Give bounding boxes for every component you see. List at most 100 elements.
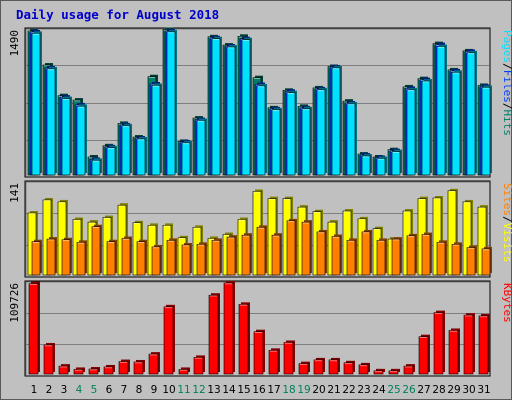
kbytes-bar <box>208 293 220 375</box>
pages-bar <box>331 65 342 176</box>
kbytes-bar <box>478 313 490 375</box>
kbytes-bar <box>28 281 40 375</box>
visits-ymax-label: 141 <box>8 183 21 203</box>
x-tick-label: 29 <box>447 384 460 396</box>
x-tick-label: 12 <box>192 384 205 396</box>
sites-bar <box>391 237 402 276</box>
x-tick-label: 22 <box>342 384 355 396</box>
x-tick-label: 2 <box>46 384 53 396</box>
sites-bar <box>76 240 87 276</box>
x-tick-label: 9 <box>151 384 158 396</box>
sites-bar <box>91 224 102 276</box>
x-tick-label: 21 <box>327 384 340 396</box>
pages-bar <box>361 154 372 176</box>
x-tick-label: 14 <box>222 384 236 396</box>
kbytes-bar <box>268 348 280 375</box>
x-tick-label: 13 <box>207 384 220 396</box>
pages-bar <box>391 149 402 176</box>
pages-bar <box>421 79 432 176</box>
pages-bar <box>451 70 462 176</box>
kbytes-legend: KBytes <box>501 283 512 323</box>
sites-bar <box>406 233 417 276</box>
sites-bar <box>421 232 432 276</box>
pages-bar <box>436 44 447 176</box>
x-tick-label: 24 <box>372 384 386 396</box>
pages-bar <box>406 87 417 176</box>
x-tick-label: 3 <box>61 384 68 396</box>
sites-bar <box>166 238 177 276</box>
kbytes-bar <box>103 364 115 375</box>
kbytes-bar <box>328 357 340 375</box>
sites-bar <box>436 240 447 276</box>
pages-bar <box>31 31 42 176</box>
kbytes-bar <box>448 328 460 375</box>
kbytes-bar <box>148 352 160 375</box>
kbytes-bar <box>163 304 175 375</box>
pages-bar <box>316 87 327 176</box>
x-tick-label: 10 <box>162 384 175 396</box>
kbytes-bar <box>238 302 250 375</box>
sites-bar <box>256 225 267 276</box>
x-tick-label: 26 <box>402 384 416 396</box>
pages-bar <box>181 140 192 176</box>
pages-bar <box>76 104 87 176</box>
pages-bar <box>256 83 267 176</box>
kbytes-bar <box>223 281 235 375</box>
kbytes-bar <box>43 342 55 375</box>
sites-bar <box>481 246 492 276</box>
pages-bar <box>196 118 207 176</box>
x-tick-label: 23 <box>357 384 370 396</box>
kbytes-bar <box>373 368 385 375</box>
x-tick-label: 1 <box>31 384 38 396</box>
sites-bar <box>61 237 72 276</box>
kbytes-ymax-label: 109726 <box>8 283 21 323</box>
pages-bar <box>466 50 477 176</box>
kbytes-bar <box>58 364 70 375</box>
sites-bar <box>361 229 372 276</box>
x-tick-label: 18 <box>282 384 295 396</box>
pages-bar <box>91 158 102 176</box>
visits-sites-panel: 141 Sites/Visits <box>8 180 512 278</box>
kbytes-bar <box>283 340 295 375</box>
pages-bar <box>376 156 387 176</box>
kbytes-bar <box>193 355 205 375</box>
sites-bar <box>46 237 57 276</box>
pages-bar <box>241 37 252 176</box>
x-tick-label: 31 <box>477 384 490 396</box>
sites-bar <box>331 234 342 276</box>
kbytes-bar <box>253 329 265 375</box>
pages-bar <box>121 123 132 176</box>
x-tick-label: 19 <box>297 384 310 396</box>
pages-bar <box>211 36 222 176</box>
kbytes-bar <box>433 310 445 375</box>
x-tick-label: 6 <box>106 384 113 396</box>
sites-visits-legend: Sites/Visits <box>501 183 512 263</box>
pages-bar <box>226 45 237 176</box>
sites-bar <box>271 233 282 276</box>
x-tick-label: 16 <box>252 384 266 396</box>
hits-ymax-label: 1490 <box>8 30 21 57</box>
x-tick-label: 28 <box>432 384 445 396</box>
x-tick-label: 30 <box>462 384 475 396</box>
pages-bar <box>286 90 297 176</box>
kbytes-bar <box>118 359 130 375</box>
pages-bar <box>61 96 72 176</box>
x-tick-label: 8 <box>136 384 143 396</box>
pages-bar <box>271 107 282 176</box>
sites-bar <box>151 244 162 276</box>
chart-title: Daily usage for August 2018 <box>16 7 219 22</box>
kbytes-bar <box>298 361 310 375</box>
pages-bar <box>301 106 312 176</box>
sites-bar <box>376 238 387 276</box>
hits-files-pages-panel: 1490 Pages/Files/Hits <box>8 27 512 178</box>
x-tick-label: 27 <box>417 384 430 396</box>
sites-bar <box>211 238 222 276</box>
kbytes-bar <box>463 313 475 375</box>
sites-bar <box>136 239 147 276</box>
chart-panels: 1490 Pages/Files/Hits 141 Sites/Visits 10972… <box>8 27 512 377</box>
sites-bar <box>286 218 297 276</box>
kbytes-bar <box>358 362 370 375</box>
pages-bar <box>106 145 117 176</box>
kbytes-bar <box>418 334 430 375</box>
